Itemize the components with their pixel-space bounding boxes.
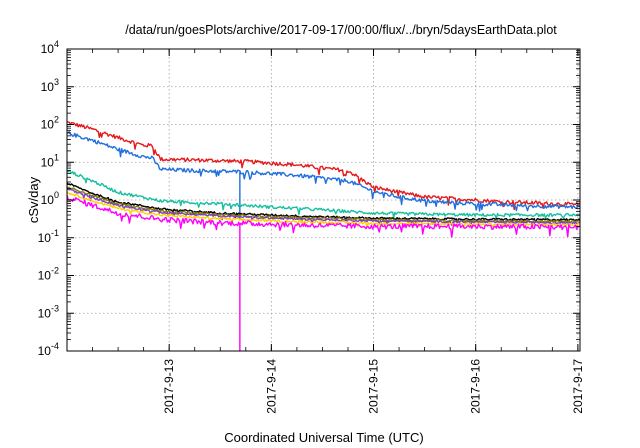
series-line-6 [66, 188, 581, 227]
series-line-1 [66, 120, 581, 211]
y-axis-title: cSv/day [26, 176, 41, 223]
series-line-3 [66, 169, 581, 220]
x-tick-labels: 2017-9-13 2017-9-14 2017-9-15 2017-9-16 2017… [162, 359, 585, 414]
y-tick-label: 103 [41, 77, 59, 94]
x-tick-label: 2017-9-15 [367, 359, 381, 414]
ticks [67, 48, 580, 352]
y-tick-label: 104 [41, 39, 59, 56]
x-tick-label: 2017-9-16 [469, 359, 483, 414]
y-tick-label: 10-3 [38, 303, 59, 320]
chart-title: /data/run/goesPlots/archive/2017-09-17/0… [125, 23, 557, 37]
y-tick-label: 101 [41, 152, 59, 169]
x-tick-label: 2017-9-13 [162, 359, 176, 414]
x-tick-label: 2017-9-17 [571, 359, 585, 414]
series-line-4 [66, 182, 581, 223]
y-tick-labels: 10-4 10-3 10-2 10-1 100 101 102 103 104 [38, 39, 59, 358]
series-line-5 [66, 186, 581, 225]
grid [67, 49, 580, 351]
y-tick-label: 10-1 [38, 228, 59, 245]
series-line-7 [66, 191, 581, 229]
y-tick-label: 100 [41, 190, 59, 207]
y-tick-label: 102 [41, 115, 59, 132]
series-line-2 [66, 131, 581, 221]
x-axis-title: Coordinated Universal Time (UTC) [224, 430, 423, 445]
x-tick-label: 2017-9-14 [264, 359, 278, 414]
series-group [66, 120, 581, 352]
y-tick-label: 10-4 [38, 341, 59, 358]
series-line-8 [66, 194, 581, 352]
y-tick-label: 10-2 [38, 266, 59, 283]
